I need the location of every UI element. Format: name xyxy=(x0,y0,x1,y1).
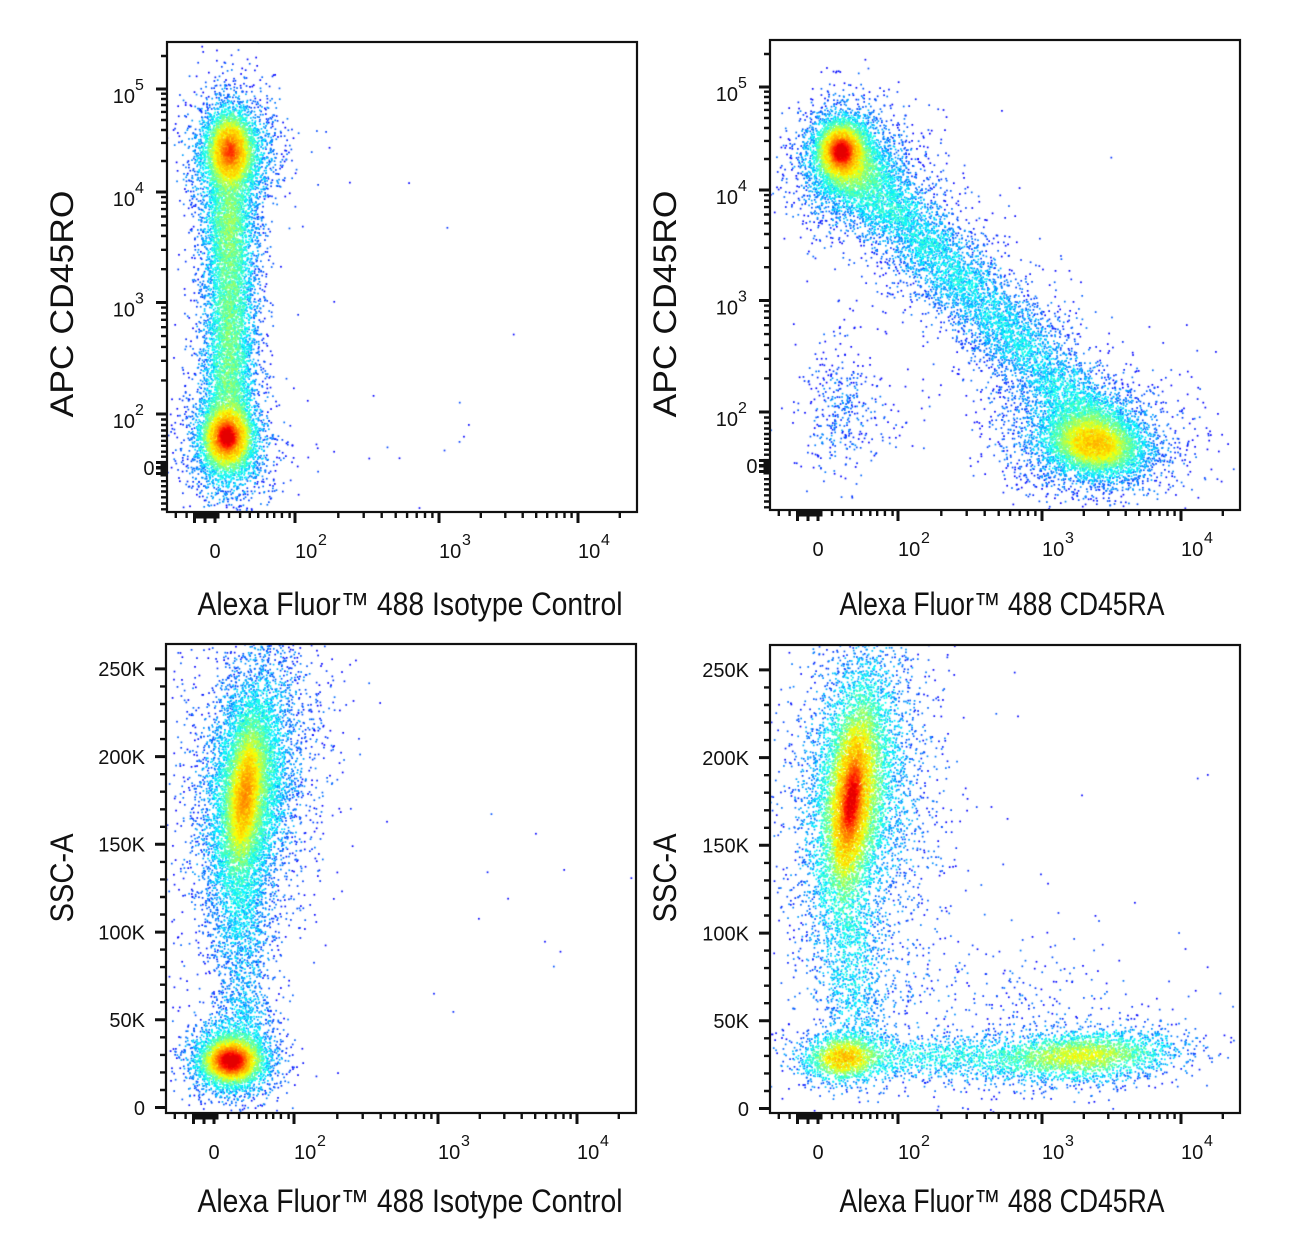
svg-text:4: 4 xyxy=(600,1133,609,1150)
svg-text:2: 2 xyxy=(738,400,747,417)
svg-text:2: 2 xyxy=(317,1133,326,1150)
svg-text:10: 10 xyxy=(716,409,738,431)
svg-text:0: 0 xyxy=(134,1098,145,1120)
svg-text:2: 2 xyxy=(318,532,327,549)
svg-text:0: 0 xyxy=(746,456,757,478)
svg-text:SSC-A: SSC-A xyxy=(44,833,80,923)
svg-text:0: 0 xyxy=(209,541,220,563)
svg-text:150K: 150K xyxy=(98,835,145,857)
svg-text:200K: 200K xyxy=(702,748,749,770)
svg-text:10: 10 xyxy=(716,187,738,209)
svg-text:10: 10 xyxy=(578,541,600,563)
svg-text:10: 10 xyxy=(113,300,135,322)
svg-text:5: 5 xyxy=(135,77,144,94)
svg-text:10: 10 xyxy=(1042,539,1064,561)
svg-text:200K: 200K xyxy=(98,747,145,769)
svg-text:10: 10 xyxy=(295,541,317,563)
svg-text:50K: 50K xyxy=(713,1011,749,1033)
svg-text:3: 3 xyxy=(738,289,747,306)
svg-text:10: 10 xyxy=(716,84,738,106)
svg-text:5: 5 xyxy=(738,75,747,92)
svg-text:0: 0 xyxy=(738,1099,749,1121)
svg-text:10: 10 xyxy=(898,1142,920,1164)
svg-text:10: 10 xyxy=(716,298,738,320)
svg-text:SSC-A: SSC-A xyxy=(647,833,683,923)
svg-text:10: 10 xyxy=(294,1142,316,1164)
svg-text:Alexa Fluor™ 488 CD45RA: Alexa Fluor™ 488 CD45RA xyxy=(840,1183,1166,1219)
svg-text:10: 10 xyxy=(577,1142,599,1164)
svg-text:10: 10 xyxy=(113,86,135,108)
svg-text:Alexa Fluor™ 488 CD45RA: Alexa Fluor™ 488 CD45RA xyxy=(840,586,1166,622)
svg-text:4: 4 xyxy=(1204,1133,1213,1150)
svg-text:4: 4 xyxy=(135,180,144,197)
svg-text:4: 4 xyxy=(601,532,610,549)
svg-text:10: 10 xyxy=(439,541,461,563)
svg-text:100K: 100K xyxy=(702,923,749,945)
svg-text:100K: 100K xyxy=(98,922,145,944)
svg-text:0: 0 xyxy=(812,539,823,561)
svg-text:4: 4 xyxy=(1204,530,1213,547)
svg-text:2: 2 xyxy=(921,530,930,547)
svg-text:3: 3 xyxy=(1065,530,1074,547)
svg-text:50K: 50K xyxy=(109,1010,145,1032)
svg-text:4: 4 xyxy=(738,178,747,195)
svg-text:10: 10 xyxy=(1181,1142,1203,1164)
svg-text:0: 0 xyxy=(143,458,154,480)
svg-text:10: 10 xyxy=(113,189,135,211)
svg-text:10: 10 xyxy=(898,539,920,561)
svg-text:10: 10 xyxy=(1042,1142,1064,1164)
svg-text:10: 10 xyxy=(1181,539,1203,561)
svg-text:3: 3 xyxy=(462,532,471,549)
svg-text:150K: 150K xyxy=(702,836,749,858)
svg-text:10: 10 xyxy=(113,411,135,433)
svg-text:Alexa Fluor™ 488 Isotype Contr: Alexa Fluor™ 488 Isotype Control xyxy=(198,586,623,622)
svg-text:0: 0 xyxy=(208,1142,219,1164)
svg-text:3: 3 xyxy=(135,291,144,308)
svg-text:APC CD45RO: APC CD45RO xyxy=(44,191,80,418)
svg-text:APC CD45RO: APC CD45RO xyxy=(647,191,683,418)
svg-text:250K: 250K xyxy=(98,659,145,681)
svg-text:Alexa Fluor™ 488 Isotype Contr: Alexa Fluor™ 488 Isotype Control xyxy=(198,1183,623,1219)
svg-text:250K: 250K xyxy=(702,660,749,682)
svg-text:3: 3 xyxy=(1065,1133,1074,1150)
svg-text:10: 10 xyxy=(438,1142,460,1164)
svg-text:2: 2 xyxy=(135,402,144,419)
svg-text:0: 0 xyxy=(812,1142,823,1164)
svg-text:2: 2 xyxy=(921,1133,930,1150)
svg-text:3: 3 xyxy=(461,1133,470,1150)
